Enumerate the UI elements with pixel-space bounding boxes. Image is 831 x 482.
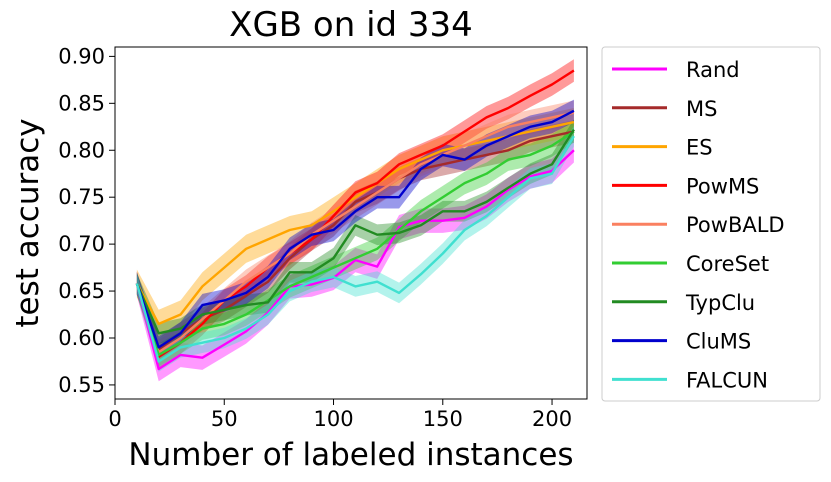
line-clums [135,109,575,349]
legend-items: Rand MS ES PowMS PowBALD CoreSet TypClu CluMS FA… [612,58,785,392]
x-tick-label: 200 [532,407,572,431]
legend-label-typclu: TypClu [685,291,755,315]
legend-label-powbald: PowBALD [686,213,785,237]
x-tick-label: 100 [313,407,353,431]
y-axis: 0.55 0.60 0.65 0.70 0.75 0.80 0.85 0.90 [58,44,115,397]
legend-label-es: ES [686,136,713,160]
series-lines [135,69,575,371]
legend-label-rand: Rand [686,58,740,82]
line-coreset [135,130,575,357]
legend: Rand MS ES PowMS PowBALD CoreSet TypClu CluMS FA… [601,46,821,402]
x-tick-label: 150 [423,407,463,431]
line-powms [135,69,575,358]
legend-label-ms: MS [686,97,717,121]
y-tick-label: 0.75 [58,185,105,209]
y-tick-label: 0.60 [58,326,105,350]
legend-label-coreset: CoreSet [686,252,769,276]
y-tick-label: 0.90 [58,44,105,68]
y-tick-label: 0.85 [58,91,105,115]
legend-label-falcun: FALCUN [686,368,768,392]
band-typclu [136,119,574,344]
line-rand [135,149,575,371]
y-tick-label: 0.65 [58,279,105,303]
y-tick-label: 0.70 [58,232,105,256]
y-axis-label: test accuracy [10,118,46,327]
plot-frame [114,46,588,400]
band-powms [136,59,574,368]
x-axis: 0 50 100 150 200 [108,399,572,431]
chart-title: XGB on id 334 [229,5,473,45]
line-falcun [135,135,575,363]
line-es [135,120,575,326]
x-tick-label: 50 [211,407,238,431]
band-ms [136,120,574,361]
x-axis-label: Number of labeled instances [128,437,573,473]
y-tick-label: 0.80 [58,138,105,162]
legend-frame [601,46,821,402]
legend-label-powms: PowMS [686,174,759,198]
line-typclu [135,128,575,335]
x-tick-label: 0 [108,407,121,431]
legend-label-clums: CluMS [686,330,751,354]
y-tick-label: 0.55 [58,373,105,397]
